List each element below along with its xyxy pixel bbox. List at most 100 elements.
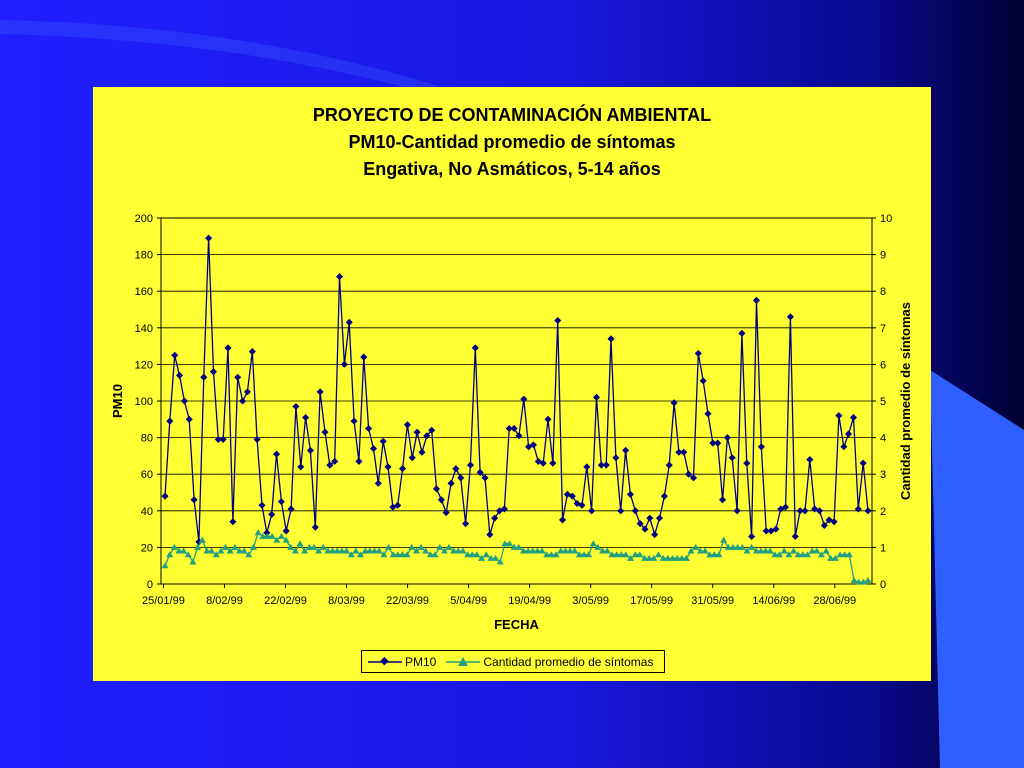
symptoms-point xyxy=(492,554,500,561)
symptoms-point xyxy=(668,554,676,561)
pm10-point xyxy=(292,402,300,411)
y-tick-label: 120 xyxy=(135,359,153,371)
x-tick-label: 22/03/99 xyxy=(386,595,429,607)
symptoms-point xyxy=(319,543,327,550)
pm10-point xyxy=(229,518,237,526)
symptoms-point xyxy=(184,551,192,558)
symptoms-point xyxy=(855,578,863,585)
pm10-point xyxy=(622,446,630,454)
symptoms-point xyxy=(771,551,779,558)
symptoms-point xyxy=(617,551,625,558)
symptoms-point xyxy=(375,547,383,554)
pm10-point xyxy=(462,520,470,528)
pm10-point xyxy=(786,313,794,321)
symptoms-point xyxy=(538,547,546,554)
pm10-point xyxy=(345,318,353,326)
symptoms-point xyxy=(436,543,444,550)
pm10-point xyxy=(680,448,688,456)
pm10-point xyxy=(597,461,605,469)
pm10-point xyxy=(331,457,339,465)
pm10-point xyxy=(403,421,411,429)
symptoms-point xyxy=(352,547,360,554)
symptoms-point xyxy=(850,576,858,583)
symptoms-point xyxy=(734,543,742,550)
pm10-point xyxy=(631,507,639,515)
x-tick-label: 8/03/99 xyxy=(328,595,365,607)
pm10-point xyxy=(849,413,858,421)
pm10-point xyxy=(379,437,387,445)
symptoms-point xyxy=(799,551,807,558)
x-tick-label: 17/05/99 xyxy=(630,595,673,607)
symptoms-point xyxy=(845,551,853,558)
symptoms-point xyxy=(166,551,174,558)
pm10-point xyxy=(772,525,780,533)
pm10-point xyxy=(510,424,518,432)
symptoms-point xyxy=(454,547,462,554)
symptoms-point xyxy=(790,547,798,554)
pm10-point xyxy=(752,296,760,304)
symptoms-point xyxy=(459,547,467,554)
symptoms-point xyxy=(682,554,690,561)
symptoms-point xyxy=(817,551,825,558)
pm10-point xyxy=(719,496,727,504)
pm10-point xyxy=(704,410,712,418)
pm10-point xyxy=(268,510,276,518)
pm10-point xyxy=(689,474,698,482)
symptoms-point xyxy=(254,529,262,536)
pm10-point xyxy=(243,388,251,396)
series-pm10 xyxy=(161,234,872,546)
symptoms-point xyxy=(310,543,318,550)
y-tick-label: 100 xyxy=(135,396,153,408)
pm10-point xyxy=(646,514,654,522)
symptoms-point xyxy=(189,558,197,565)
symptoms-point xyxy=(599,547,607,554)
pm10-point xyxy=(180,397,188,405)
pm10-point xyxy=(171,351,179,359)
x-tick-label: 5/04/99 xyxy=(450,595,487,607)
pm10-point xyxy=(743,459,751,467)
symptoms-point xyxy=(762,547,770,554)
symptoms-point xyxy=(226,547,234,554)
pm10-point xyxy=(791,532,799,540)
pm10-point xyxy=(738,329,746,337)
pm10-point xyxy=(568,492,576,500)
legend-marker-symptoms xyxy=(446,656,481,666)
pm10-point xyxy=(408,454,416,462)
symptoms-point xyxy=(543,551,551,558)
pm10-point xyxy=(369,445,378,453)
y2-tick-label: 7 xyxy=(880,323,886,335)
symptoms-point xyxy=(506,540,514,547)
pm10-point xyxy=(709,439,717,447)
symptoms-point xyxy=(268,532,276,539)
symptoms-point xyxy=(710,551,718,558)
pm10-point xyxy=(520,395,528,403)
pm10-point xyxy=(665,461,673,469)
pm10-point xyxy=(185,415,193,423)
symptoms-point xyxy=(529,547,537,554)
symptoms-point xyxy=(408,543,416,550)
symptoms-point xyxy=(487,554,495,561)
symptoms-point xyxy=(780,547,788,554)
symptoms-point xyxy=(641,554,649,561)
symptoms-point xyxy=(478,554,486,561)
symptoms-point xyxy=(445,543,453,550)
symptoms-point xyxy=(394,551,402,558)
symptoms-point xyxy=(333,547,341,554)
y2-tick-label: 9 xyxy=(880,250,886,262)
pm10-point xyxy=(714,439,722,447)
pm10-point xyxy=(466,461,475,469)
line-chart: 0 20 40 60 80 100 120 140 160 180 200 0 1 2 3 4 5 6 7 8 9 10 2… xyxy=(110,213,913,632)
pm10-point xyxy=(258,501,266,509)
y2-tick-label: 6 xyxy=(880,359,886,371)
symptoms-point xyxy=(510,543,518,550)
pm10-point xyxy=(801,507,809,515)
y2-tick-label: 2 xyxy=(880,506,886,518)
pm10-point xyxy=(253,435,261,443)
symptoms-point xyxy=(547,551,555,558)
pm10-point xyxy=(442,509,450,517)
symptoms-point xyxy=(222,543,230,550)
chart-legend: PM10 Cantidad promedio de síntomas xyxy=(361,650,665,673)
pm10-point xyxy=(491,514,499,522)
pm10-point xyxy=(302,413,310,422)
symptoms-point xyxy=(757,547,765,554)
